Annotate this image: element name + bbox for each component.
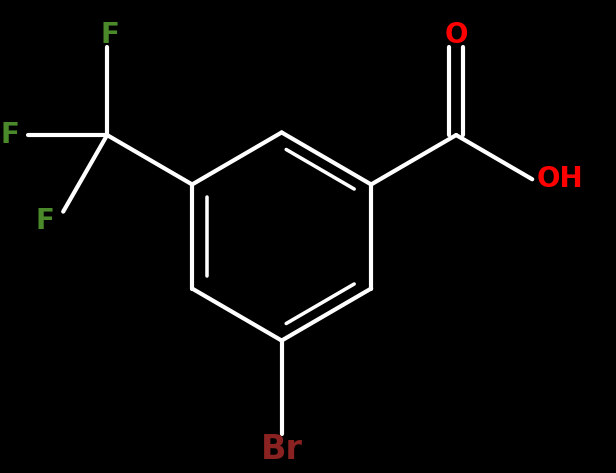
Text: F: F <box>36 207 54 235</box>
Text: OH: OH <box>537 165 583 193</box>
Text: Br: Br <box>261 433 302 466</box>
Text: O: O <box>444 21 468 49</box>
Text: F: F <box>1 121 19 149</box>
Text: F: F <box>100 21 120 49</box>
